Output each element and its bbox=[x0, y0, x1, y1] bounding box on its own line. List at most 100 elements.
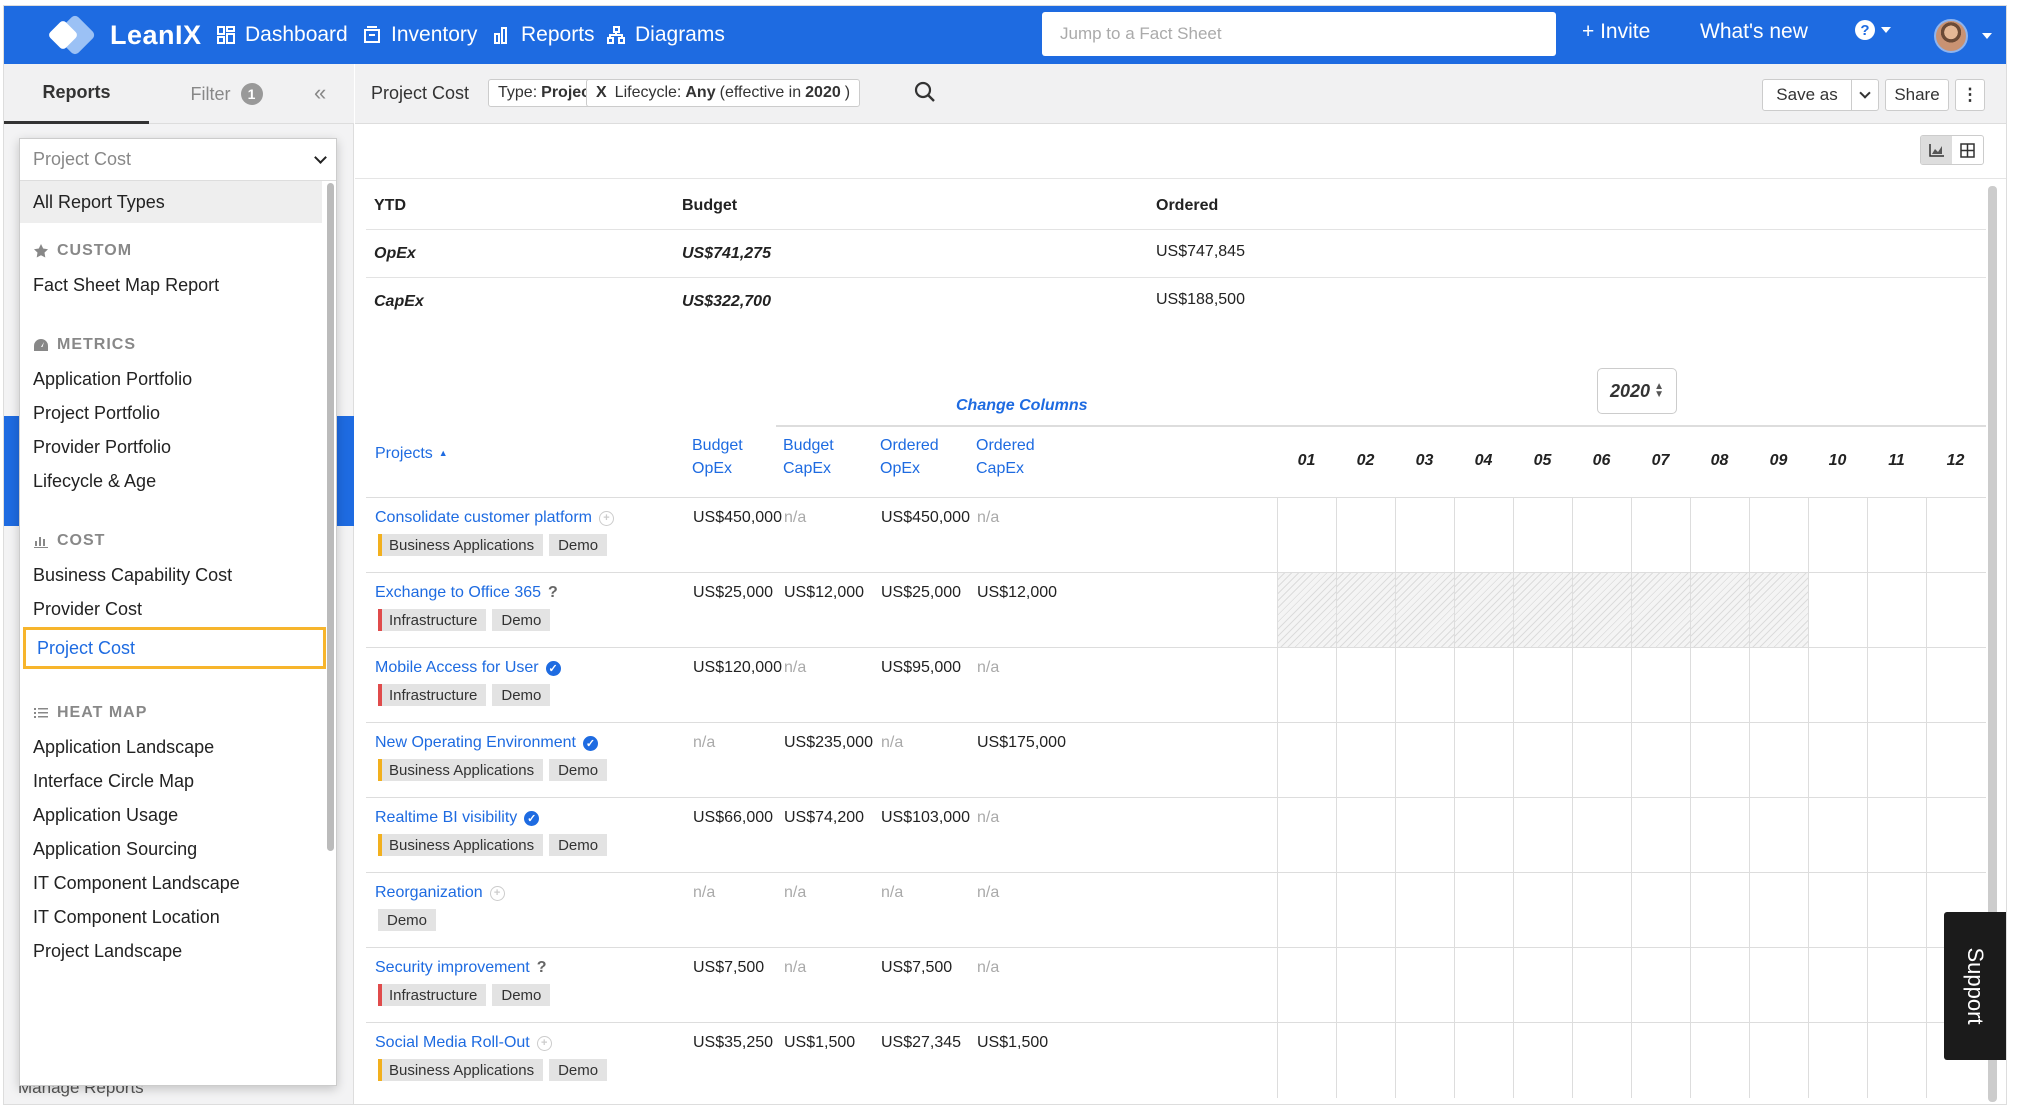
cost-value: US$25,000 bbox=[693, 584, 774, 601]
month-timeline bbox=[1277, 1023, 1986, 1098]
month-cell bbox=[1749, 873, 1808, 948]
nav-reports-label: Reports bbox=[521, 23, 595, 46]
dropdown-item-project-landscape[interactable]: Project Landscape bbox=[33, 941, 183, 961]
ordered-capex-column-header[interactable]: Ordered CapEx bbox=[976, 434, 1035, 480]
project-name-link[interactable]: Consolidate customer platform + bbox=[375, 509, 614, 527]
projects-column-header[interactable]: Projects ▲ bbox=[375, 442, 448, 465]
more-options-icon[interactable]: ⋮ bbox=[1955, 79, 1985, 111]
project-name-link[interactable]: New Operating Environment ✓ bbox=[375, 734, 598, 752]
dropdown-item-project-cost[interactable]: Project Cost bbox=[23, 627, 326, 669]
month-cell bbox=[1926, 573, 1985, 648]
remove-filter-icon[interactable]: X bbox=[596, 84, 607, 101]
month-cell bbox=[1749, 948, 1808, 1023]
year-select[interactable]: 2020 ▲ ▼ bbox=[1597, 368, 1677, 414]
header-line: OpEx bbox=[880, 460, 921, 477]
dropdown-item-lifecycle-age[interactable]: Lifecycle & Age bbox=[33, 471, 157, 491]
nav-dashboard[interactable]: Dashboard bbox=[216, 20, 348, 50]
table-header-divider bbox=[776, 425, 1986, 427]
verified-check-icon: ✓ bbox=[524, 810, 540, 826]
avatar-chevron-down-icon[interactable] bbox=[1982, 33, 1992, 39]
dropdown-item-provider-cost[interactable]: Provider Cost bbox=[33, 599, 143, 619]
dropdown-item-interface-circle-map[interactable]: Interface Circle Map bbox=[33, 771, 195, 791]
support-label: Support bbox=[1963, 947, 1988, 1025]
cost-value: n/a bbox=[784, 509, 807, 526]
tab-filter[interactable]: Filter 1 bbox=[154, 64, 299, 124]
dropdown-item-provider-portfolio[interactable]: Provider Portfolio bbox=[33, 437, 172, 457]
header-line: Ordered bbox=[880, 437, 939, 454]
user-avatar[interactable] bbox=[1934, 19, 1968, 53]
tab-reports[interactable]: Reports bbox=[4, 64, 149, 124]
table-view-button[interactable] bbox=[1952, 136, 1983, 164]
month-cell bbox=[1513, 798, 1572, 873]
divider bbox=[355, 178, 2006, 179]
support-button[interactable]: Support bbox=[1944, 912, 2006, 1060]
dropdown-item-business-capability-cost[interactable]: Business Capability Cost bbox=[33, 565, 233, 585]
dropdown-item-application-usage[interactable]: Application Usage bbox=[33, 805, 179, 825]
nav-diagrams-label: Diagrams bbox=[635, 23, 725, 46]
budget-opex-column-header[interactable]: Budget OpEx bbox=[692, 434, 743, 480]
dropdown-item-fact-sheet-map-report[interactable]: Fact Sheet Map Report bbox=[33, 275, 220, 295]
help-menu-button[interactable]: ? bbox=[1855, 20, 1891, 40]
dropdown-item-application-sourcing[interactable]: Application Sourcing bbox=[33, 839, 198, 859]
month-cell bbox=[1277, 723, 1336, 798]
chart-view-button[interactable] bbox=[1921, 136, 1952, 164]
report-type-selected-value: Project Cost bbox=[33, 149, 132, 169]
save-as-button[interactable]: Save as bbox=[1762, 79, 1852, 111]
project-name-link[interactable]: Social Media Roll-Out + bbox=[375, 1034, 552, 1052]
verified-check-icon: ✓ bbox=[582, 735, 598, 751]
project-name-link[interactable]: Realtime BI visibility ✓ bbox=[375, 809, 540, 827]
month-cell bbox=[1926, 498, 1985, 573]
month-cell bbox=[1572, 723, 1631, 798]
month-cell bbox=[1395, 798, 1454, 873]
ytd-row-label: CapEx bbox=[374, 293, 424, 310]
change-columns-link[interactable]: Change Columns bbox=[956, 397, 1088, 414]
tag-badge: Demo bbox=[549, 759, 608, 781]
month-cell bbox=[1867, 723, 1926, 798]
dropdown-item-it-component-location[interactable]: IT Component Location bbox=[33, 907, 220, 927]
chevron-down-icon bbox=[1859, 87, 1871, 99]
question-mark-icon: ? bbox=[548, 584, 558, 601]
plus-circle-icon: + bbox=[536, 1035, 552, 1051]
filter-chip-lifecycle[interactable]: X Lifecycle: Any (effective in 2020) bbox=[586, 79, 861, 107]
chevron-down-icon bbox=[1881, 27, 1891, 33]
dropdown-item-project-portfolio[interactable]: Project Portfolio bbox=[33, 403, 161, 423]
invite-button[interactable]: + Invite bbox=[1582, 20, 1651, 43]
project-name-link[interactable]: Mobile Access for User ✓ bbox=[375, 659, 561, 677]
share-button[interactable]: Share bbox=[1885, 79, 1949, 111]
dropdown-item-application-portfolio[interactable]: Application Portfolio bbox=[33, 369, 193, 389]
month-cell bbox=[1336, 498, 1395, 573]
ordered-opex-column-header[interactable]: Ordered OpEx bbox=[880, 434, 939, 480]
nav-reports[interactable]: Reports bbox=[492, 20, 595, 50]
main-scrollbar[interactable] bbox=[1988, 186, 1997, 1102]
whats-new-link[interactable]: What's new bbox=[1700, 20, 1808, 43]
dropdown-item-all-report-types[interactable]: All Report Types bbox=[20, 181, 322, 223]
help-icon: ? bbox=[1855, 20, 1875, 40]
project-name-link[interactable]: Reorganization + bbox=[375, 884, 505, 902]
report-type-select[interactable]: Project Cost bbox=[20, 139, 336, 181]
tab-filter-label: Filter bbox=[190, 83, 231, 104]
month-cell bbox=[1867, 948, 1926, 1023]
nav-inventory[interactable]: Inventory bbox=[362, 20, 477, 50]
project-name-link[interactable]: Security improvement? bbox=[375, 959, 547, 977]
budget-capex-column-header[interactable]: Budget CapEx bbox=[783, 434, 834, 480]
nav-diagrams[interactable]: Diagrams bbox=[606, 20, 725, 50]
collapse-sidebar-icon[interactable]: « bbox=[314, 80, 327, 105]
dropdown-item-it-component-landscape[interactable]: IT Component Landscape bbox=[33, 873, 240, 893]
search-icon[interactable] bbox=[913, 80, 937, 104]
filter-chip-type[interactable]: Type: Project bbox=[488, 79, 606, 107]
month-cell bbox=[1690, 1023, 1749, 1098]
cost-value: n/a bbox=[784, 959, 807, 976]
month-cell bbox=[1808, 1023, 1867, 1098]
save-as-dropdown-button[interactable] bbox=[1851, 79, 1879, 111]
ytd-header-row: YTD Budget Ordered bbox=[366, 182, 1986, 230]
dropdown-scrollbar[interactable] bbox=[327, 183, 334, 851]
month-timeline bbox=[1277, 723, 1986, 798]
project-name-link[interactable]: Exchange to Office 365? bbox=[375, 584, 558, 602]
month-cell bbox=[1690, 498, 1749, 573]
leanix-logo[interactable]: LeanIX bbox=[47, 13, 202, 57]
month-cell bbox=[1513, 573, 1572, 648]
month-cell bbox=[1749, 1023, 1808, 1098]
fact-sheet-search-input[interactable] bbox=[1042, 12, 1556, 56]
dropdown-item-application-landscape[interactable]: Application Landscape bbox=[33, 737, 215, 757]
month-cell bbox=[1513, 648, 1572, 723]
